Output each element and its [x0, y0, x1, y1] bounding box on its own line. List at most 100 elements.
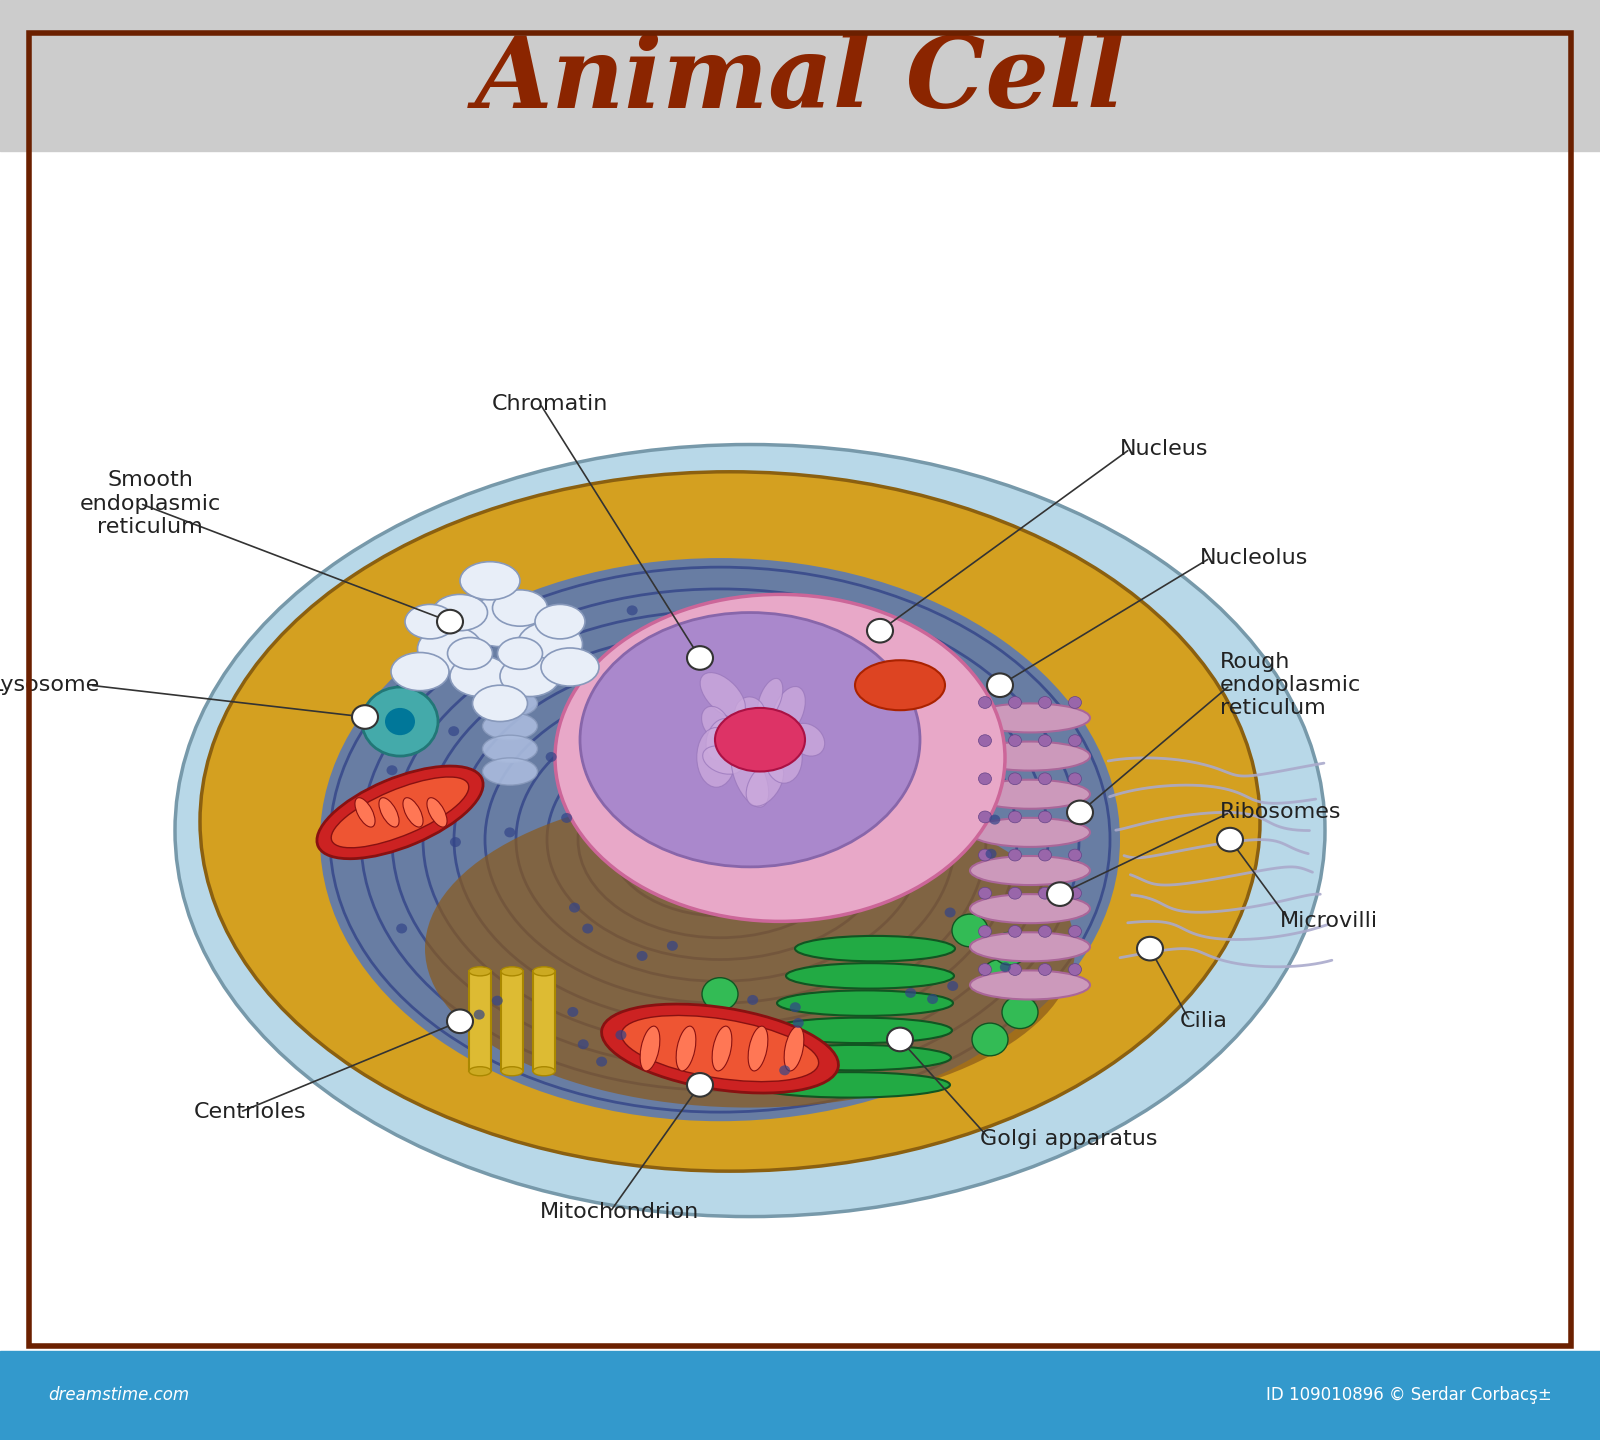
Ellipse shape — [320, 559, 1120, 1122]
Ellipse shape — [483, 713, 538, 740]
Circle shape — [1008, 887, 1021, 899]
Circle shape — [562, 814, 573, 822]
Ellipse shape — [432, 595, 488, 631]
Circle shape — [1069, 811, 1082, 822]
Bar — [469, 972, 491, 1071]
Circle shape — [546, 752, 557, 762]
Ellipse shape — [483, 736, 538, 762]
Ellipse shape — [555, 595, 1005, 922]
Ellipse shape — [970, 742, 1090, 770]
Circle shape — [1038, 887, 1051, 899]
Circle shape — [987, 674, 1013, 697]
Circle shape — [397, 923, 406, 933]
Circle shape — [1069, 963, 1082, 975]
Ellipse shape — [758, 1045, 950, 1070]
Ellipse shape — [331, 778, 469, 848]
Text: Lysosome: Lysosome — [0, 675, 99, 696]
Circle shape — [1069, 850, 1082, 861]
Ellipse shape — [450, 655, 510, 697]
Ellipse shape — [483, 757, 538, 785]
Ellipse shape — [970, 971, 1090, 999]
Circle shape — [352, 706, 378, 729]
Circle shape — [1038, 734, 1051, 746]
Circle shape — [986, 848, 997, 858]
Circle shape — [1038, 773, 1051, 785]
Circle shape — [1008, 734, 1021, 746]
Circle shape — [979, 850, 992, 861]
Circle shape — [616, 1030, 627, 1040]
Circle shape — [886, 1028, 914, 1051]
Circle shape — [1069, 926, 1082, 937]
Ellipse shape — [501, 1067, 523, 1076]
Text: Nucleolus: Nucleolus — [1200, 549, 1309, 567]
Circle shape — [947, 981, 958, 991]
Bar — [501, 972, 523, 1071]
Circle shape — [1008, 963, 1021, 975]
Circle shape — [570, 903, 581, 913]
Ellipse shape — [786, 963, 954, 989]
Ellipse shape — [461, 562, 520, 600]
Circle shape — [1067, 801, 1093, 824]
Ellipse shape — [778, 991, 954, 1015]
Circle shape — [686, 1073, 714, 1097]
Circle shape — [747, 995, 758, 1005]
Text: Centrioles: Centrioles — [194, 1102, 306, 1122]
Text: Animal Cell: Animal Cell — [475, 32, 1125, 130]
Ellipse shape — [640, 1027, 659, 1071]
Text: Smooth
endoplasmic
reticulum: Smooth endoplasmic reticulum — [80, 471, 221, 537]
Text: Cilia: Cilia — [1181, 1011, 1227, 1031]
Text: ID 109010896 © Serdar Corbacş±: ID 109010896 © Serdar Corbacş± — [1266, 1387, 1552, 1404]
Circle shape — [979, 887, 992, 899]
Ellipse shape — [174, 445, 1325, 1217]
Text: dreamstime.com: dreamstime.com — [48, 1387, 189, 1404]
Ellipse shape — [854, 660, 946, 710]
Ellipse shape — [517, 622, 582, 667]
Ellipse shape — [448, 638, 493, 670]
Circle shape — [712, 1032, 749, 1066]
Circle shape — [973, 1022, 1008, 1056]
Ellipse shape — [771, 687, 805, 736]
Circle shape — [1008, 773, 1021, 785]
Circle shape — [979, 773, 992, 785]
Circle shape — [686, 647, 714, 670]
Circle shape — [1138, 937, 1163, 960]
Ellipse shape — [200, 472, 1261, 1171]
Circle shape — [1008, 926, 1021, 937]
Circle shape — [362, 687, 438, 756]
Ellipse shape — [483, 690, 538, 717]
Ellipse shape — [317, 766, 483, 858]
Ellipse shape — [533, 966, 555, 976]
Circle shape — [474, 1009, 485, 1020]
Ellipse shape — [970, 818, 1090, 847]
Ellipse shape — [970, 932, 1090, 962]
Ellipse shape — [758, 678, 782, 720]
Ellipse shape — [379, 798, 398, 827]
Ellipse shape — [746, 760, 784, 806]
Ellipse shape — [715, 708, 805, 772]
Circle shape — [1038, 926, 1051, 937]
Circle shape — [462, 681, 474, 691]
Text: Rough
endoplasmic
reticulum: Rough endoplasmic reticulum — [1221, 652, 1362, 719]
Circle shape — [867, 619, 893, 642]
Ellipse shape — [602, 1004, 838, 1093]
Text: Golgi apparatus: Golgi apparatus — [979, 1129, 1157, 1149]
Ellipse shape — [790, 723, 824, 756]
Circle shape — [702, 978, 738, 1011]
Circle shape — [627, 605, 638, 615]
Ellipse shape — [403, 798, 422, 827]
Ellipse shape — [701, 672, 746, 717]
Bar — [533, 972, 555, 1071]
Circle shape — [1008, 697, 1021, 708]
Circle shape — [667, 940, 678, 950]
Circle shape — [504, 828, 515, 838]
Circle shape — [779, 1066, 790, 1076]
Ellipse shape — [970, 703, 1090, 733]
Text: Microvilli: Microvilli — [1280, 912, 1378, 932]
Circle shape — [682, 1005, 718, 1038]
Ellipse shape — [712, 1027, 731, 1071]
Circle shape — [979, 926, 992, 937]
Circle shape — [568, 1007, 578, 1017]
Circle shape — [1069, 697, 1082, 708]
Circle shape — [989, 815, 1000, 825]
Ellipse shape — [427, 798, 446, 827]
